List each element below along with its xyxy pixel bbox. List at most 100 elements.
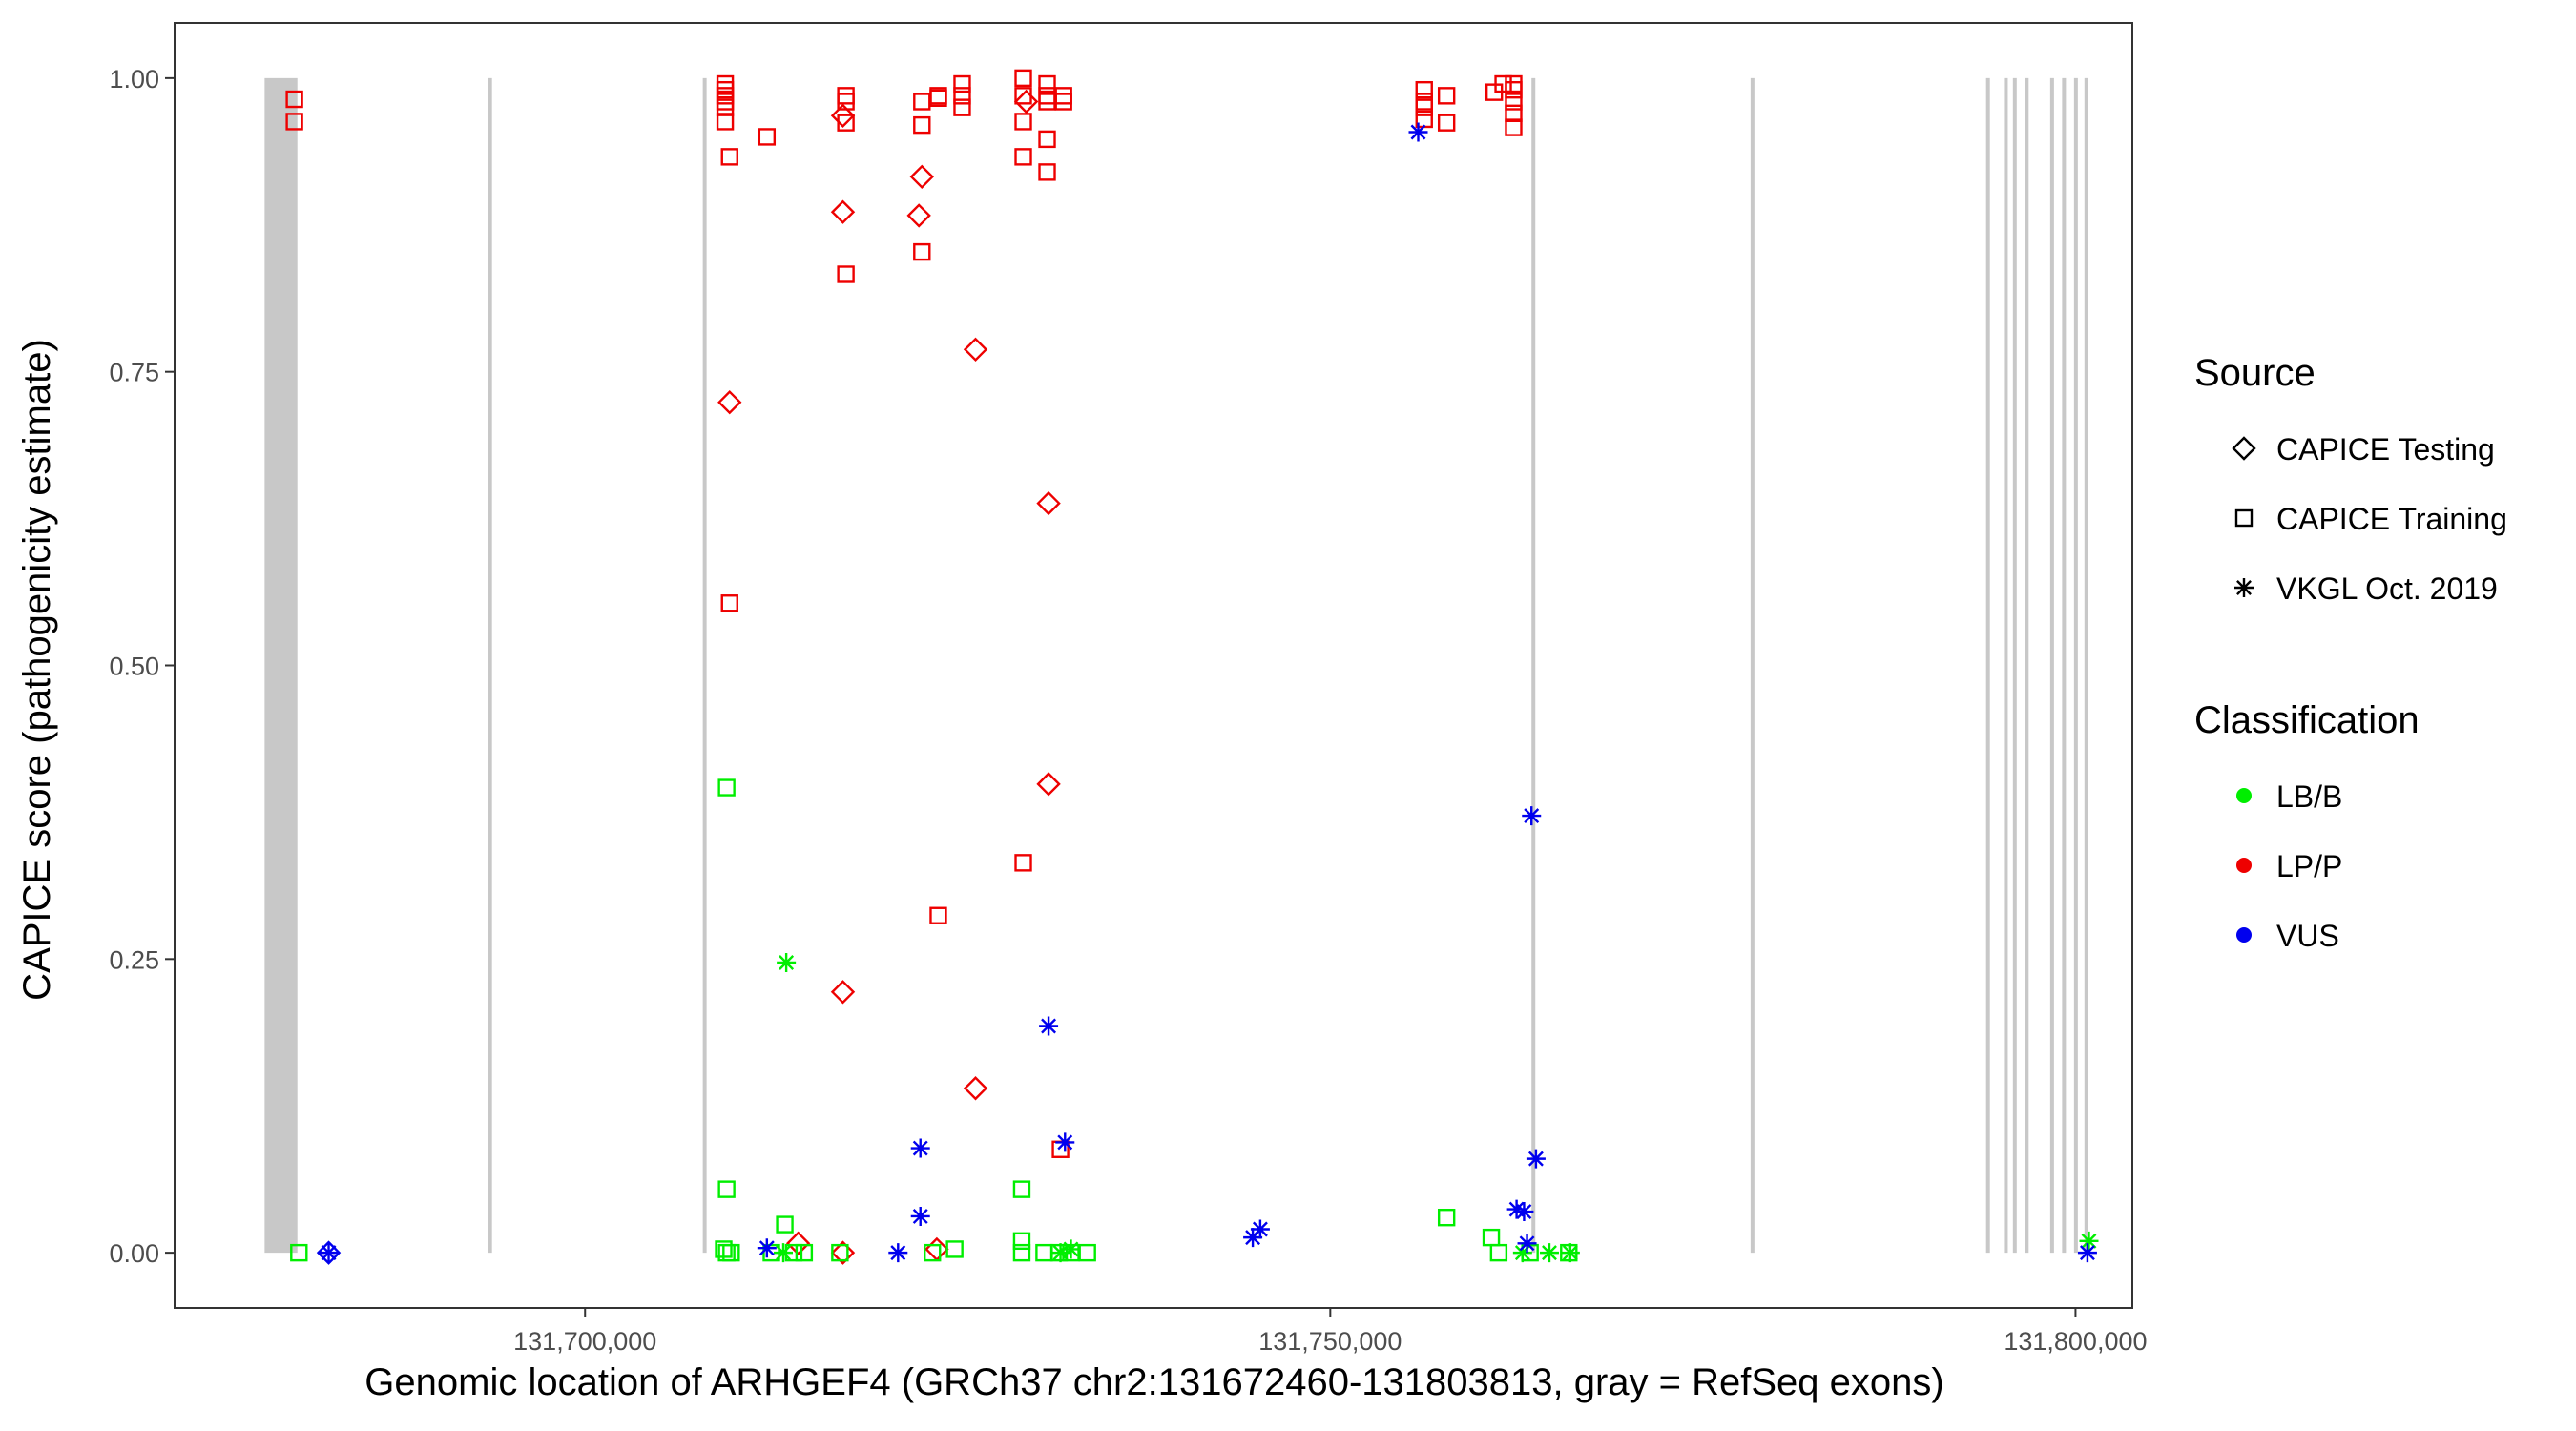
point-vkgl-vus-12 — [1514, 1202, 1534, 1222]
point-testing-lpp-2 — [830, 103, 856, 128]
exon-band-7 — [2004, 77, 2008, 1254]
legend-key-vus — [2236, 927, 2252, 943]
point-training-lpp-30 — [1038, 74, 1056, 93]
point-testing-lpp-1 — [717, 390, 742, 415]
point-training-lpp-38 — [1415, 80, 1433, 99]
point-training-lpp-36 — [1054, 93, 1072, 111]
point-training-lpp-42 — [1437, 87, 1456, 105]
point-training-lpp-22 — [953, 87, 971, 105]
point-training-lbb-12 — [924, 1243, 942, 1262]
exon-band-1 — [264, 77, 298, 1254]
point-training-lpp-45 — [1494, 74, 1512, 93]
point-training-lpp-1 — [285, 90, 303, 109]
legend-key-lbb — [2236, 788, 2252, 803]
legend-key-lpp — [2236, 858, 2252, 873]
point-training-lpp-24 — [929, 906, 947, 924]
point-training-lbb-3 — [717, 1180, 736, 1198]
exon-band-8 — [2012, 77, 2017, 1254]
x-axis-title: Genomic location of ARHGEF4 (GRCh37 chr2… — [364, 1361, 1943, 1403]
point-vkgl-lbb-5 — [1539, 1243, 1559, 1263]
point-training-lbb-1 — [290, 1243, 308, 1262]
point-training-lbb-21 — [1437, 1208, 1456, 1227]
point-training-lpp-47 — [1505, 80, 1523, 99]
x-tick-label-1: 131,700,000 — [513, 1327, 656, 1356]
point-vkgl-vus-14 — [1522, 806, 1542, 826]
point-vkgl-vus-5 — [910, 1206, 930, 1226]
point-vkgl-vus-4 — [910, 1138, 930, 1158]
point-vkgl-vus-7 — [1055, 1132, 1075, 1152]
point-training-lpp-40 — [1415, 98, 1433, 116]
legend-key-vkgl — [2234, 578, 2254, 597]
point-testing-vus-1 — [316, 1240, 342, 1265]
point-vkgl-vus-1 — [319, 1243, 339, 1263]
point-testing-lpp-14 — [785, 1231, 811, 1255]
point-training-lbb-2 — [717, 778, 736, 797]
point-training-lpp-49 — [1505, 104, 1523, 123]
point-vkgl-lbb-6 — [1560, 1243, 1580, 1263]
point-testing-lpp-3 — [830, 199, 856, 224]
point-training-lpp-48 — [1505, 93, 1523, 111]
point-vkgl-lbb-2 — [774, 1243, 794, 1263]
point-training-lbb-13 — [945, 1240, 964, 1258]
legend-label-training: CAPICE Training — [2276, 502, 2507, 536]
point-vkgl-vus-13 — [1517, 1234, 1537, 1254]
legend-key-testing — [2232, 436, 2256, 461]
point-training-lpp-34 — [1038, 163, 1056, 181]
point-vkgl-vus-9 — [1250, 1219, 1270, 1239]
legend-key-training — [2234, 508, 2254, 528]
point-testing-lpp-8 — [963, 337, 988, 362]
point-training-lpp-50 — [1505, 118, 1523, 136]
point-training-lbb-8 — [776, 1215, 794, 1234]
legend-label-vkgl: VKGL Oct. 2019 — [2276, 571, 2498, 606]
exon-band-11 — [2062, 77, 2067, 1254]
legend: Source CAPICE Testing CAPICE Training VK… — [2194, 352, 2507, 953]
legend-title-classification: Classification — [2194, 699, 2420, 741]
point-training-lpp-33 — [1038, 130, 1056, 149]
axes: 0.00 0.25 0.50 0.75 1.00 131,700,000 131,750,0… — [109, 65, 2147, 1356]
point-vkgl-vus-2 — [757, 1238, 777, 1258]
y-tick-label-2: 0.25 — [109, 945, 159, 974]
y-tick-label-3: 0.50 — [109, 653, 159, 681]
point-training-lpp-10 — [758, 128, 777, 146]
point-training-lbb-10 — [795, 1243, 814, 1262]
y-tick-label-4: 0.75 — [109, 359, 159, 387]
point-testing-lpp-5 — [830, 1240, 856, 1265]
point-training-lpp-27 — [1014, 113, 1032, 131]
exon-band-5 — [1750, 77, 1755, 1254]
point-training-lpp-8 — [716, 113, 735, 131]
point-vkgl-lbb-4 — [1061, 1239, 1081, 1259]
point-vkgl-lbb-3 — [1050, 1243, 1070, 1263]
point-training-lpp-21 — [953, 74, 971, 93]
point-vkgl-vus-11 — [1506, 1199, 1527, 1219]
point-vkgl-lbb-1 — [777, 953, 797, 973]
point-training-lpp-43 — [1437, 114, 1456, 132]
exon-band-13 — [2084, 77, 2088, 1254]
point-testing-lpp-9 — [963, 1076, 988, 1101]
exon-band-9 — [2025, 77, 2029, 1254]
x-tick-label-3: 131,800,000 — [2004, 1327, 2147, 1356]
legend-label-lbb: LB/B — [2276, 779, 2342, 814]
point-testing-lpp-12 — [1036, 772, 1061, 797]
legend-label-vus: VUS — [2276, 919, 2339, 953]
point-training-lbb-20 — [1078, 1243, 1096, 1262]
point-training-lbb-15 — [1012, 1232, 1031, 1251]
y-tick-label-5: 1.00 — [109, 65, 159, 93]
point-training-lpp-18 — [913, 242, 931, 261]
exon-band-10 — [2049, 77, 2054, 1254]
point-training-lbb-11 — [831, 1243, 849, 1262]
point-training-lpp-17 — [913, 115, 931, 135]
point-vkgl-vus-16 — [2077, 1243, 2097, 1263]
point-vkgl-vus-10 — [1408, 122, 1428, 142]
point-training-lpp-29 — [1014, 854, 1032, 872]
legend-label-testing: CAPICE Testing — [2276, 432, 2495, 467]
legend-label-lpp: LP/P — [2276, 849, 2342, 883]
exon-band-3 — [702, 77, 707, 1254]
point-training-lbb-16 — [1012, 1243, 1031, 1262]
point-training-lbb-6 — [722, 1243, 740, 1262]
legend-classification-keys — [2236, 788, 2252, 943]
point-testing-lpp-10 — [1013, 89, 1039, 114]
point-vkgl-vus-6 — [1039, 1016, 1059, 1036]
point-vkgl-vus-3 — [888, 1243, 908, 1263]
